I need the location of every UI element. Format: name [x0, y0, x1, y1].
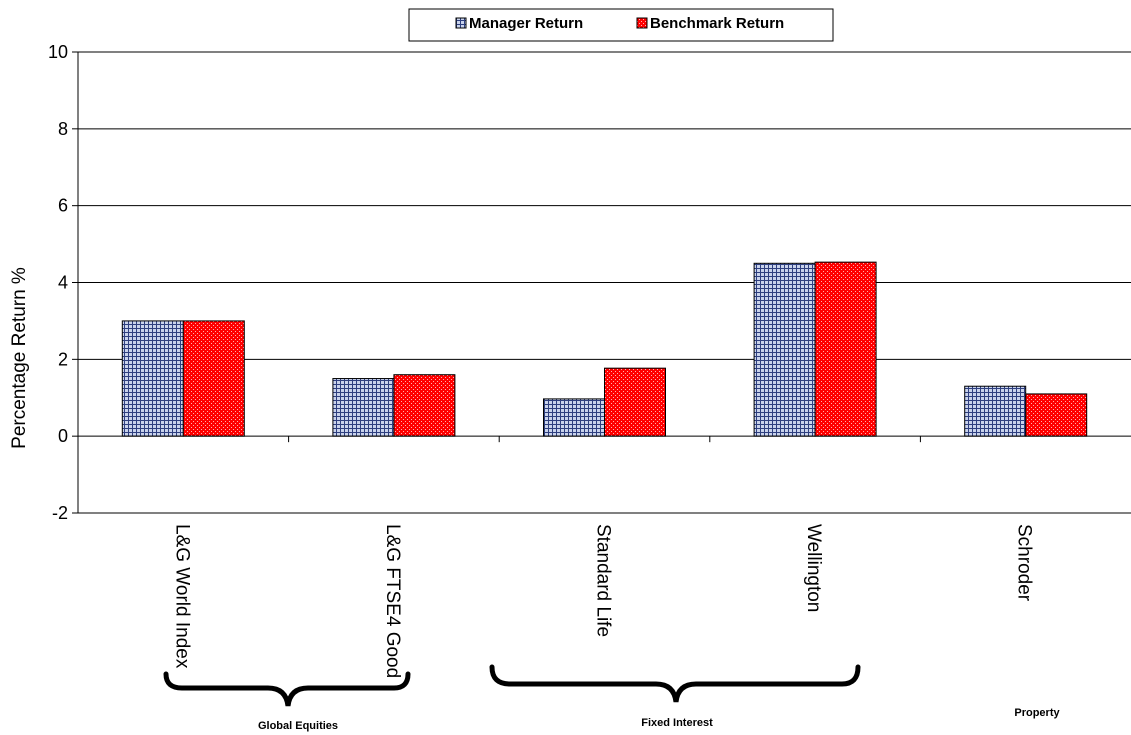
bar-manager: [753, 262, 816, 437]
y-axis-title: Percentage Return %: [9, 267, 30, 449]
x-category-label: Wellington: [803, 524, 824, 612]
bar-benchmark: [393, 374, 456, 437]
brace-global-equities: [163, 671, 411, 707]
group-label-global-equities: Global Equities: [258, 720, 338, 732]
y-tick-label: 2: [58, 349, 68, 369]
x-category-label: L&G World Index: [171, 524, 192, 669]
legend-label-benchmark: Benchmark Return: [650, 15, 784, 32]
gridlines: [78, 51, 1131, 514]
legend-label-manager: Manager Return: [469, 15, 583, 32]
bar-manager: [964, 385, 1027, 437]
y-axis-ticks: -2 0 2 4 6 8 10: [48, 42, 78, 523]
group-label-property: Property: [1014, 707, 1060, 719]
bar-manager: [543, 398, 605, 437]
x-category-label: Schroder: [1014, 524, 1035, 602]
legend-swatch-manager: [455, 17, 467, 29]
y-tick-label: 4: [58, 273, 68, 293]
bar-manager: [121, 320, 184, 437]
bar-benchmark: [1025, 393, 1088, 437]
group-label-fixed-interest: Fixed Interest: [641, 717, 713, 729]
y-tick-label: 0: [58, 426, 68, 446]
category-labels: L&G World Index L&G FTSE4 Good Standard Li…: [171, 524, 1034, 678]
y-tick-label: 6: [58, 196, 68, 216]
y-tick-label: 8: [58, 119, 68, 139]
y-tick-label: 10: [48, 42, 68, 62]
bar-manager: [332, 378, 395, 437]
legend-swatch-benchmark: [636, 17, 648, 29]
x-category-label: Standard Life: [593, 524, 614, 637]
axes: [77, 52, 1131, 513]
bars: [121, 261, 1088, 437]
legend-box: [408, 8, 834, 42]
brace-fixed-interest: [489, 664, 861, 703]
group-braces: [163, 664, 861, 707]
bar-benchmark: [814, 261, 877, 437]
bar-benchmark: [182, 320, 245, 437]
bar-benchmark: [604, 367, 666, 437]
y-tick-label: -2: [52, 503, 68, 523]
x-category-label: L&G FTSE4 Good: [382, 524, 403, 678]
legend: Manager Return Benchmark Return: [408, 8, 834, 42]
